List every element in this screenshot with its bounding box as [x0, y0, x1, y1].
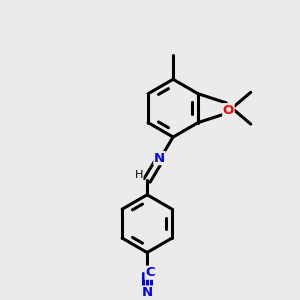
Text: C: C	[145, 266, 155, 279]
Text: N: N	[142, 286, 153, 299]
Text: O: O	[223, 104, 234, 117]
Text: H: H	[135, 169, 143, 180]
Text: N: N	[154, 152, 165, 165]
